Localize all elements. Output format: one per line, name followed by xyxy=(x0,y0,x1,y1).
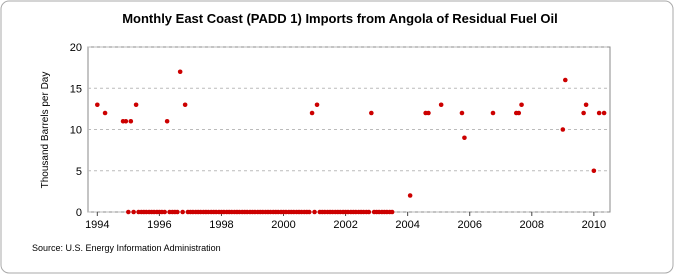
point xyxy=(95,102,100,108)
point xyxy=(407,193,413,198)
point xyxy=(581,110,586,116)
x-tick-label: 2000 xyxy=(271,219,295,231)
x-tick-label: 1994 xyxy=(85,219,109,231)
point xyxy=(366,209,372,215)
point xyxy=(459,110,465,116)
x-tick-label: 1998 xyxy=(209,219,233,231)
point xyxy=(126,209,131,215)
point xyxy=(369,110,374,116)
point xyxy=(583,102,589,108)
point xyxy=(563,77,568,83)
point xyxy=(128,118,134,124)
chart-title: Monthly East Coast (PADD 1) Imports from… xyxy=(122,11,558,26)
point xyxy=(601,110,607,116)
x-tick-label: 2008 xyxy=(520,219,544,231)
point xyxy=(516,110,522,116)
y-tick-label: 20 xyxy=(70,42,82,54)
x-tick-label: 1996 xyxy=(147,219,171,231)
point xyxy=(426,110,431,116)
point xyxy=(389,209,395,215)
x-tick-label: 2006 xyxy=(457,219,481,231)
point xyxy=(519,102,524,108)
point xyxy=(182,102,188,108)
point xyxy=(312,209,317,215)
point xyxy=(306,209,312,215)
point xyxy=(102,110,108,116)
point xyxy=(180,209,185,215)
x-tick-label: 2010 xyxy=(582,219,606,231)
source: Source: U.S. Energy Information Administ… xyxy=(32,243,221,253)
point xyxy=(131,209,136,215)
point xyxy=(591,168,597,174)
point xyxy=(164,118,170,124)
y-tick-label: 15 xyxy=(70,83,82,95)
point xyxy=(177,69,183,75)
point xyxy=(490,110,496,116)
point xyxy=(438,102,444,108)
point xyxy=(133,102,139,108)
point xyxy=(596,110,602,116)
point xyxy=(162,209,167,215)
y-tick-label: 5 xyxy=(76,166,82,178)
y-axis-label: Thousand Barrels per Day xyxy=(40,72,51,189)
point xyxy=(560,127,566,132)
x-tick-label: 2004 xyxy=(395,219,419,231)
y-tick-label: 10 xyxy=(70,125,82,137)
point xyxy=(309,110,315,116)
point xyxy=(123,118,129,124)
point xyxy=(462,135,467,141)
y-tick-label: 0 xyxy=(76,207,82,219)
x-tick-label: 2002 xyxy=(333,219,357,231)
point xyxy=(175,209,180,215)
point xyxy=(314,102,320,108)
